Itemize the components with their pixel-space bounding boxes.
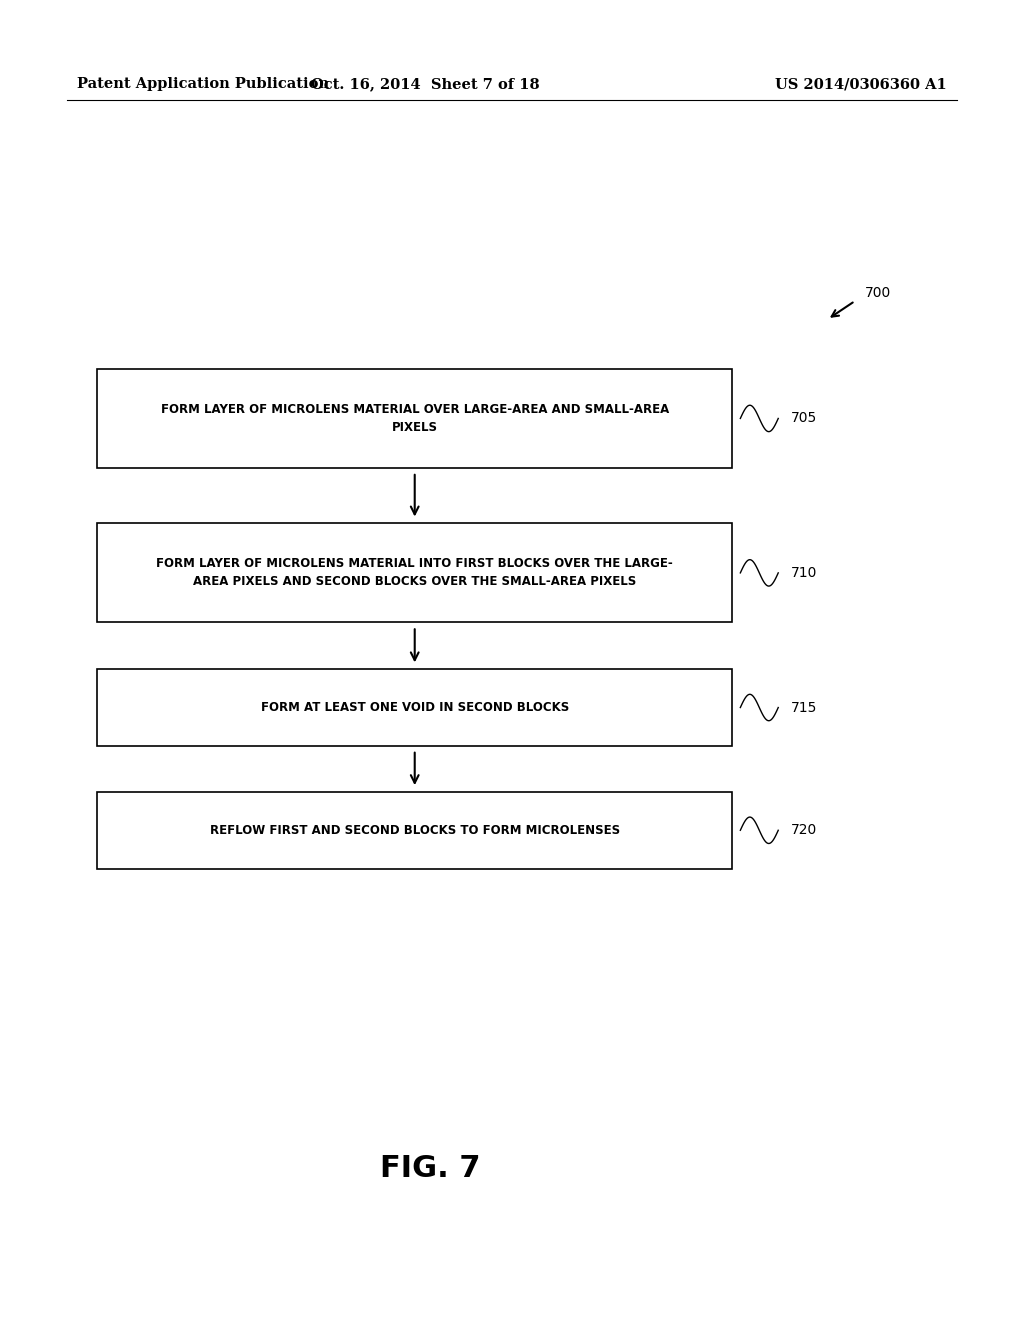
- Bar: [97, 524, 732, 623]
- Text: 710: 710: [791, 566, 817, 579]
- Text: FORM AT LEAST ONE VOID IN SECOND BLOCKS: FORM AT LEAST ONE VOID IN SECOND BLOCKS: [260, 701, 569, 714]
- Bar: [97, 792, 732, 869]
- Bar: [97, 370, 732, 467]
- Text: FORM LAYER OF MICROLENS MATERIAL INTO FIRST BLOCKS OVER THE LARGE-
AREA PIXELS A: FORM LAYER OF MICROLENS MATERIAL INTO FI…: [157, 557, 673, 589]
- Text: 705: 705: [791, 412, 817, 425]
- Bar: [97, 669, 732, 746]
- Text: Patent Application Publication: Patent Application Publication: [77, 78, 329, 91]
- Text: US 2014/0306360 A1: US 2014/0306360 A1: [775, 78, 947, 91]
- Text: REFLOW FIRST AND SECOND BLOCKS TO FORM MICROLENSES: REFLOW FIRST AND SECOND BLOCKS TO FORM M…: [210, 824, 620, 837]
- Text: 700: 700: [865, 286, 892, 300]
- Text: FIG. 7: FIG. 7: [380, 1154, 480, 1183]
- Text: 720: 720: [791, 824, 817, 837]
- Text: FORM LAYER OF MICROLENS MATERIAL OVER LARGE-AREA AND SMALL-AREA
PIXELS: FORM LAYER OF MICROLENS MATERIAL OVER LA…: [161, 403, 669, 434]
- Text: 715: 715: [791, 701, 817, 714]
- Text: Oct. 16, 2014  Sheet 7 of 18: Oct. 16, 2014 Sheet 7 of 18: [310, 78, 540, 91]
